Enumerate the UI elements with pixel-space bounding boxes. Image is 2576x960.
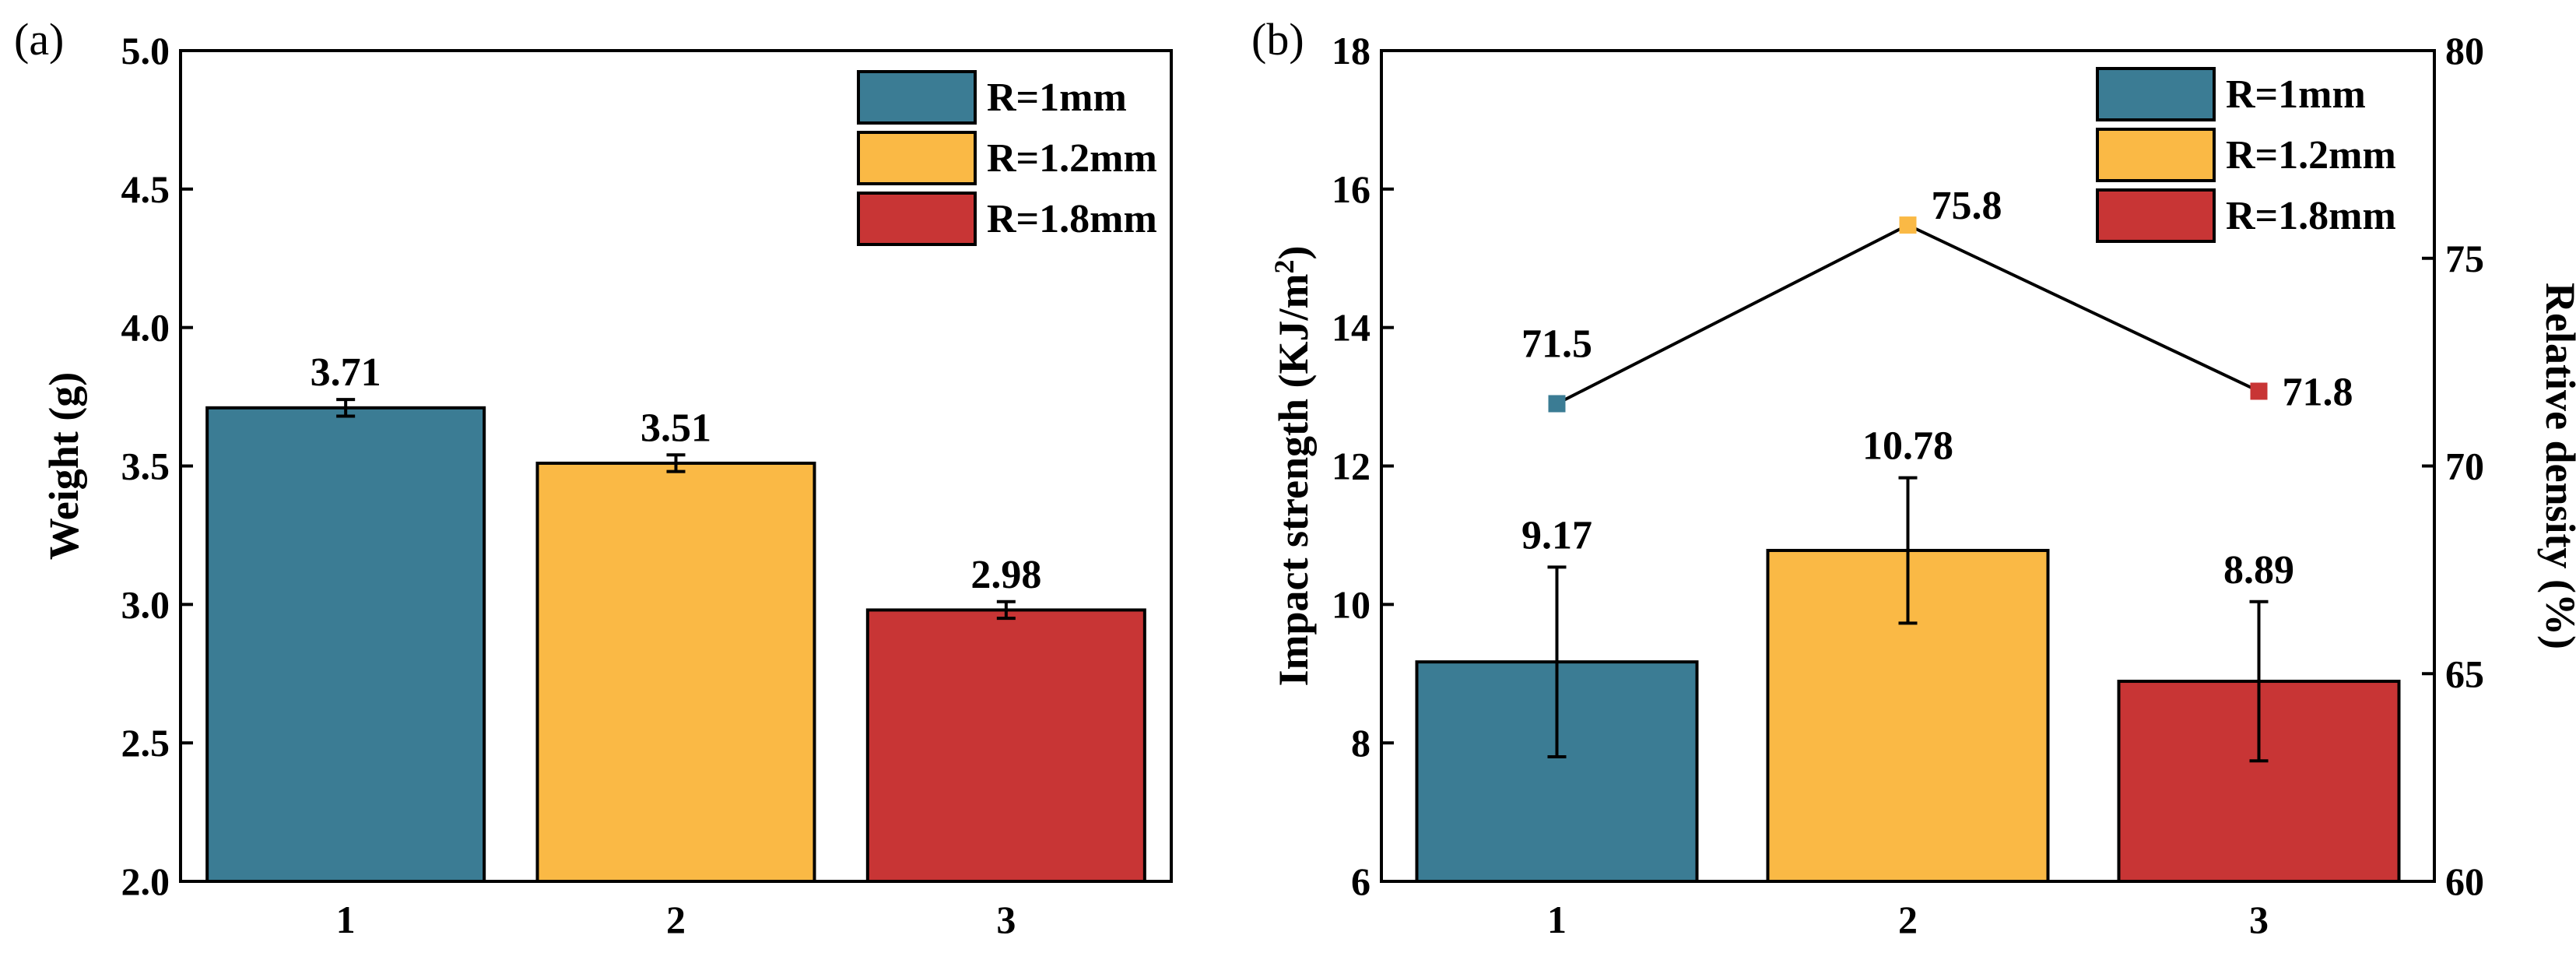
density-marker — [2250, 382, 2268, 400]
y-tick-label: 18 — [1332, 29, 1370, 72]
legend-label: R=1mm — [2226, 72, 2366, 117]
bar — [865, 608, 1146, 883]
density-line-path — [1556, 223, 2260, 406]
x-tick-label: 1 — [336, 898, 356, 941]
y-axis-title-superscript: 2 — [1269, 260, 1300, 274]
legend-swatch — [857, 131, 977, 185]
y-tick-label: 8 — [1351, 721, 1370, 765]
y-tick-label: 4.0 — [121, 306, 170, 350]
error-bars — [336, 398, 1016, 621]
bars — [205, 406, 1146, 883]
x-tick-label: 1 — [1547, 898, 1567, 941]
panel-b-impact-chart: (b) Impact strength (KJ/m2) Relative den… — [1251, 14, 2576, 941]
legend-swatch — [2096, 188, 2216, 243]
y-tick-label-right: 60 — [2445, 860, 2484, 903]
y-tick-label: 3.0 — [121, 582, 170, 626]
y-tick-label: 14 — [1332, 306, 1370, 350]
data-labels: 9.17 10.78 8.89 — [1521, 424, 2294, 593]
legend-label: R=1.2mm — [2226, 133, 2396, 178]
y-tick-label-right: 75 — [2445, 237, 2484, 280]
y-axis-ticks: 2.0 2.5 3.0 3.5 4.0 4.5 5.0 — [121, 29, 193, 903]
panel-a-weight-chart: (a) Weight (g) 2.0 2.5 3.0 3.5 4.0 4.5 5.0 1 2 3… — [14, 14, 1173, 941]
y-axis-ticks-left: 6 8 10 12 14 16 18 — [1332, 29, 1394, 903]
density-label: 71.5 — [1521, 322, 1592, 366]
y-axis-title-text: Impact strength (KJ/m — [1270, 274, 1317, 687]
legend-label: R=1mm — [987, 76, 1127, 120]
legend-swatch — [2096, 67, 2216, 121]
y-tick-label: 4.5 — [121, 167, 170, 211]
y-tick-label: 10 — [1332, 582, 1370, 626]
y-tick-label: 2.5 — [121, 721, 170, 765]
density-line: 71.5 75.8 71.8 — [1521, 184, 2353, 414]
x-tick-label: 3 — [2249, 898, 2269, 941]
bar — [535, 461, 816, 883]
y-tick-label: 16 — [1332, 167, 1370, 211]
x-tick-label: 2 — [1898, 898, 1918, 941]
legend-swatch — [857, 70, 977, 125]
plot-frame — [1380, 49, 2436, 883]
y-tick-label-right: 65 — [2445, 652, 2484, 695]
legend: R=1mm R=1.2mm R=1.8mm — [857, 70, 1157, 246]
data-label: 10.78 — [1862, 424, 1953, 469]
panel-label-b: (b) — [1251, 14, 1304, 65]
data-label: 2.98 — [970, 553, 1041, 597]
y-tick-label: 2.0 — [121, 860, 170, 903]
y-tick-label-right: 70 — [2445, 445, 2484, 488]
plot-frame — [179, 49, 1173, 883]
y-axis-title-left: Impact strength (KJ/m2) — [1269, 246, 1317, 687]
density-label: 71.8 — [2283, 370, 2353, 414]
legend: R=1mm R=1.2mm R=1.8mm — [2096, 67, 2396, 243]
y-axis-title-right: Relative density (%) — [2537, 283, 2576, 649]
y-axis-title-close: ) — [1270, 246, 1317, 260]
y-tick-label: 3.5 — [121, 445, 170, 488]
y-tick-label: 6 — [1351, 860, 1370, 903]
data-label: 3.51 — [640, 406, 711, 450]
legend-label: R=1.8mm — [987, 197, 1157, 241]
legend-label: R=1.2mm — [987, 136, 1157, 181]
legend-label: R=1.8mm — [2226, 194, 2396, 238]
panel-label-a: (a) — [14, 14, 64, 65]
data-label: 9.17 — [1521, 513, 1592, 557]
density-marker — [1899, 216, 1917, 234]
legend-swatch — [2096, 128, 2216, 182]
y-tick-label: 12 — [1332, 445, 1370, 488]
density-label: 75.8 — [1932, 184, 2002, 228]
x-tick-label: 2 — [666, 898, 686, 941]
density-marker — [1548, 395, 1566, 413]
y-tick-label-right: 80 — [2445, 29, 2484, 72]
y-axis-ticks-right: 60 65 70 75 80 — [2422, 29, 2484, 903]
y-tick-label: 5.0 — [121, 29, 170, 72]
x-tick-label: 3 — [996, 898, 1016, 941]
data-label: 3.71 — [311, 350, 381, 395]
legend-swatch — [857, 192, 977, 246]
error-bars — [1547, 476, 2269, 763]
data-labels: 3.71 3.51 2.98 — [311, 350, 1042, 597]
data-label: 8.89 — [2223, 548, 2294, 593]
bar — [205, 406, 486, 883]
y-axis-title: Weight (g) — [40, 372, 87, 560]
